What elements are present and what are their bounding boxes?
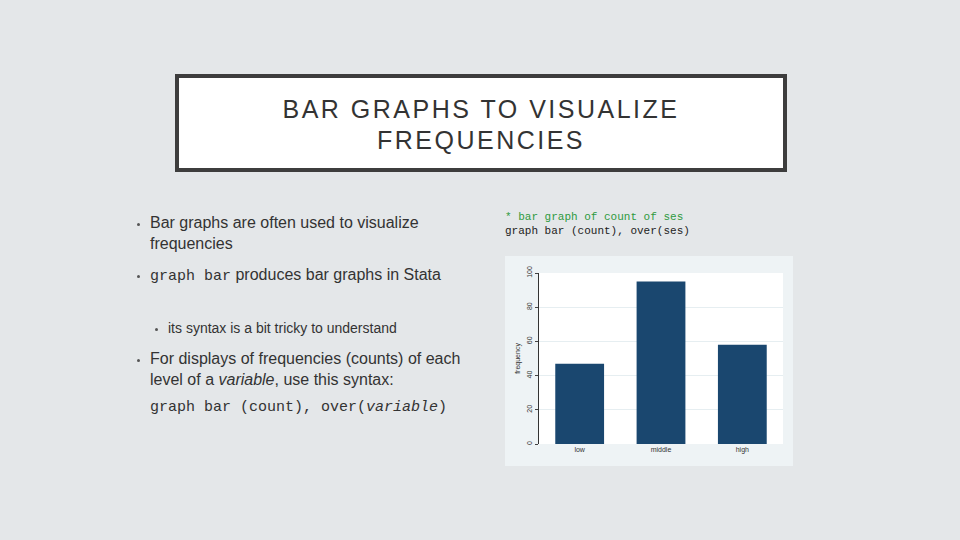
svg-text:80: 80 <box>526 302 533 310</box>
svg-text:middle: middle <box>651 446 672 453</box>
html-text:graph bar (count), over(ses): graph bar (count), over(ses) <box>505 225 690 237</box>
svg-text:60: 60 <box>526 336 533 344</box>
html-text:For displays of frequencies (c: For displays of frequencies (counts) of … <box>150 350 461 388</box>
svg-text:20: 20 <box>526 405 533 413</box>
svg-text:100: 100 <box>526 266 533 278</box>
html-text:its syntax is a bit tricky to: its syntax is a bit tricky to understand <box>168 320 397 336</box>
svg-text:high: high <box>736 446 749 454</box>
svg-text:40: 40 <box>526 371 533 379</box>
html-text:graph bar produces bar graphs: graph bar produces bar graphs in Stata <box>150 266 441 285</box>
svg-text:0: 0 <box>526 441 533 445</box>
html-text:FREQUENCIES: FREQUENCIES <box>377 126 585 154</box>
html-text:graph bar (count), over(variab: graph bar (count), over(variable) <box>150 399 448 416</box>
svg-text:low: low <box>574 446 585 453</box>
svg-text:frequency: frequency <box>514 343 522 374</box>
html-text:BAR GRAPHS TO VISUALIZE: BAR GRAPHS TO VISUALIZE <box>282 95 680 123</box>
html-text:Bar graphs are often used to v: Bar graphs are often used to visualize f… <box>150 214 419 252</box>
html-text:* bar graph of count of ses: * bar graph of count of ses <box>505 211 684 223</box>
